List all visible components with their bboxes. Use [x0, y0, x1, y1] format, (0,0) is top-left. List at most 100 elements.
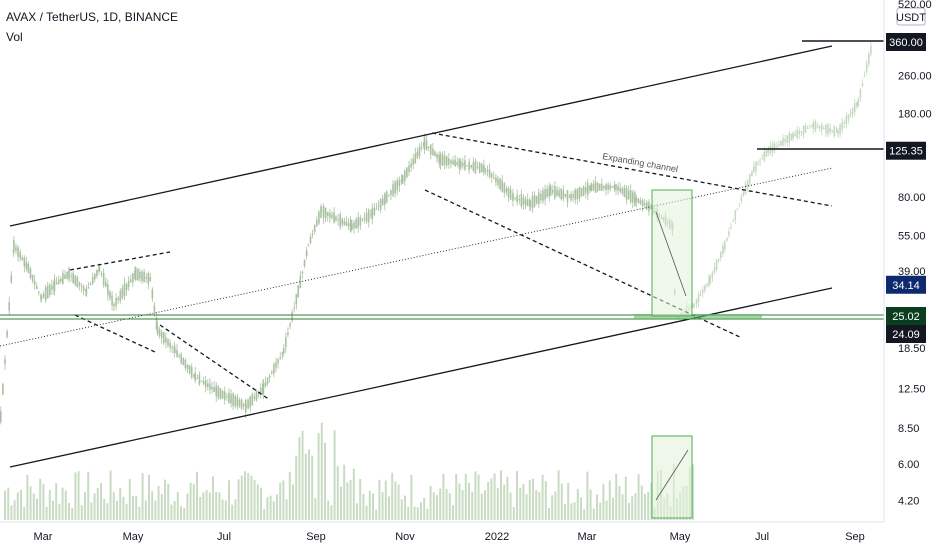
volume-bar	[122, 496, 125, 520]
volume-bar	[544, 481, 547, 520]
candle	[495, 177, 497, 183]
price-tick-label: 12.50	[898, 383, 926, 395]
candle	[74, 275, 77, 285]
candle	[66, 272, 68, 279]
projection-candle	[749, 173, 751, 184]
projection-candle	[811, 125, 813, 127]
volume-bar	[260, 487, 262, 520]
candle	[158, 328, 161, 337]
candle	[29, 268, 32, 278]
candle	[396, 180, 399, 191]
candle	[6, 331, 8, 337]
volume-bar	[189, 482, 192, 520]
volume-bar	[352, 468, 355, 520]
volume-bar	[637, 474, 640, 520]
volume-bar	[404, 495, 406, 520]
candle	[217, 389, 220, 396]
projection-candle	[818, 126, 821, 129]
volume-bar	[20, 489, 22, 520]
candle	[537, 192, 540, 205]
candle	[190, 367, 193, 378]
candle	[450, 160, 452, 164]
candle	[194, 372, 197, 381]
projection-candle	[831, 129, 834, 132]
volume-bar	[7, 487, 10, 520]
candle	[207, 383, 209, 388]
candle	[371, 208, 374, 219]
wedge-lower-line	[74, 314, 156, 353]
indicator-label: Vol	[6, 30, 23, 44]
time-axis[interactable]: Mar May Jul Sep Nov 2022 Mar May Jul Sep	[0, 521, 884, 543]
candle	[535, 196, 538, 204]
volume-bar	[16, 492, 19, 520]
candle	[345, 222, 348, 226]
candle	[503, 183, 506, 194]
projection-candle	[780, 140, 782, 146]
candle	[359, 217, 362, 226]
projection-candle	[829, 127, 831, 133]
candle	[143, 271, 145, 283]
candle	[62, 273, 64, 284]
volume-bar	[250, 475, 253, 520]
volume-bar	[109, 470, 112, 520]
chart-title: AVAX / TetherUS, 1D, BINANCE	[6, 10, 178, 24]
price-tag-label: 125.35	[889, 146, 923, 158]
volume-bar	[314, 498, 317, 520]
candle	[245, 404, 247, 409]
candle	[357, 217, 360, 228]
price-tick-label: 8.50	[898, 423, 919, 435]
candle	[361, 219, 364, 221]
plot-area[interactable]	[0, 40, 884, 520]
candle	[398, 179, 401, 187]
volume-bar	[208, 492, 211, 520]
candle	[301, 272, 304, 274]
volume-bar	[151, 491, 154, 520]
projection-candle	[706, 283, 708, 286]
projection-candle	[812, 122, 815, 129]
candle	[468, 161, 470, 170]
volume-bar	[186, 493, 189, 520]
candle	[425, 140, 428, 151]
candle	[188, 365, 191, 374]
volume-bar	[631, 496, 634, 520]
candle	[249, 396, 252, 408]
price-tick-label: 180.00	[898, 108, 932, 120]
projection-candle	[856, 102, 858, 108]
candle	[40, 294, 42, 300]
candle	[480, 164, 483, 173]
volume-bar	[32, 493, 35, 520]
price-axis[interactable]: USDT520.00260.00180.0080.0055.0039.0026.…	[883, 0, 932, 522]
candle	[27, 264, 30, 273]
candle	[542, 190, 544, 201]
candle	[609, 184, 612, 190]
projection-candle	[802, 125, 805, 135]
candle	[643, 203, 646, 206]
candle	[520, 194, 523, 207]
volume-bar	[384, 480, 387, 520]
candle	[107, 284, 109, 296]
volume-bar	[157, 485, 160, 520]
volume-bar	[39, 478, 42, 520]
volume-bar	[176, 491, 179, 520]
candle	[568, 196, 571, 198]
candle	[259, 387, 262, 395]
volume-bar	[573, 501, 576, 520]
volume-bar	[100, 483, 102, 520]
candle	[623, 187, 626, 198]
candle	[291, 312, 293, 321]
candle	[580, 187, 583, 196]
volume-bar	[394, 481, 397, 520]
volume-bar	[493, 473, 496, 520]
projection-candle	[823, 128, 825, 130]
candle	[509, 189, 512, 200]
candle	[35, 286, 38, 289]
candle	[287, 332, 289, 335]
candle	[234, 396, 237, 406]
candle	[596, 183, 599, 192]
price-tick-label: 80.00	[898, 192, 926, 204]
volume-bar	[455, 474, 458, 520]
candle	[570, 193, 572, 201]
candle	[285, 337, 287, 348]
candle	[279, 357, 282, 359]
